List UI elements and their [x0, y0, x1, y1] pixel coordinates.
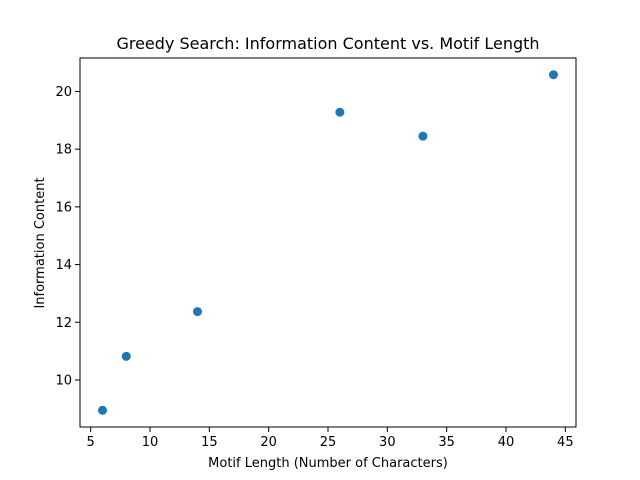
- y-tick-label: 18: [55, 143, 72, 158]
- chart-title: Greedy Search: Information Content vs. M…: [116, 34, 539, 53]
- plot-background: [80, 58, 576, 427]
- x-tick-label: 5: [87, 435, 95, 450]
- x-axis-label: Motif Length (Number of Characters): [208, 456, 448, 471]
- data-point: [192, 307, 202, 317]
- data-point: [548, 70, 558, 80]
- y-tick-label: 20: [55, 85, 72, 100]
- x-tick-label: 10: [142, 435, 159, 450]
- data-point: [335, 107, 345, 117]
- y-tick-label: 14: [55, 258, 72, 273]
- x-tick-label: 30: [379, 435, 396, 450]
- y-tick-label: 16: [55, 200, 72, 215]
- data-point: [98, 405, 108, 415]
- y-tick-label: 12: [55, 316, 72, 331]
- x-tick-label: 35: [438, 435, 455, 450]
- x-tick-label: 20: [260, 435, 277, 450]
- y-tick-label: 10: [55, 373, 72, 388]
- plot-area: 5 10 15 20 25 30 35 40 45 10 12 14 16 18 20: [55, 57, 577, 450]
- x-tick-label: 25: [320, 435, 337, 450]
- data-point: [418, 131, 428, 141]
- data-point: [121, 351, 131, 361]
- plot-frame: [79, 57, 577, 428]
- y-axis-label: Information Content: [33, 177, 48, 308]
- x-tick-label: 45: [557, 435, 574, 450]
- x-tick-label: 40: [498, 435, 515, 450]
- x-tick-label: 15: [201, 435, 218, 450]
